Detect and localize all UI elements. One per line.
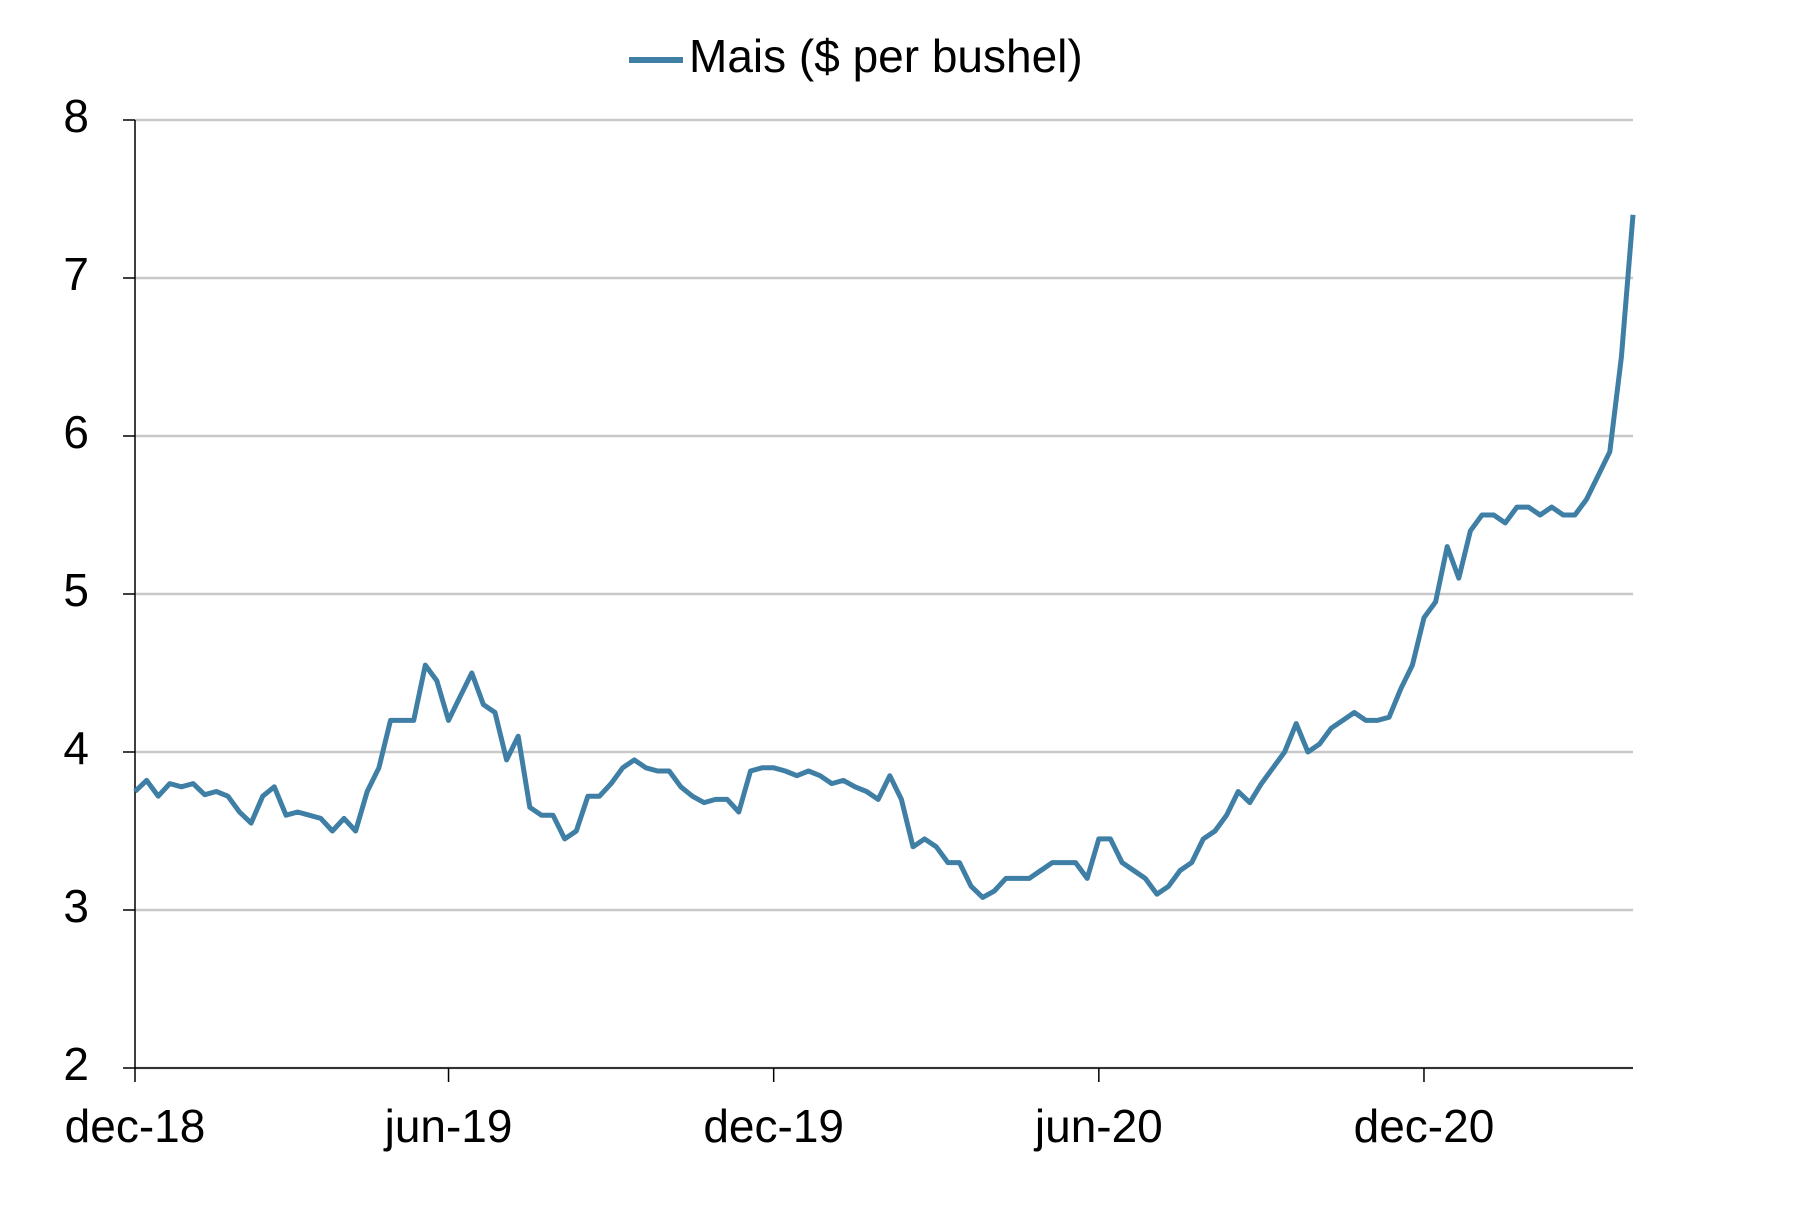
x-tick-label: jun-20 xyxy=(1033,1100,1163,1152)
y-tick-label: 5 xyxy=(63,564,89,616)
legend-label: Mais ($ per bushel) xyxy=(689,30,1083,82)
x-tick-label: dec-18 xyxy=(65,1100,206,1152)
x-tick-label: dec-20 xyxy=(1354,1100,1495,1152)
y-tick-label: 6 xyxy=(63,406,89,458)
y-tick-label: 4 xyxy=(63,722,89,774)
y-tick-label: 2 xyxy=(63,1038,89,1090)
y-tick-label: 8 xyxy=(63,90,89,142)
y-tick-label: 3 xyxy=(63,880,89,932)
series-line xyxy=(133,214,1636,900)
y-tick-label: 7 xyxy=(63,248,89,300)
x-tick-label: jun-19 xyxy=(383,1100,513,1152)
x-tick-label: dec-19 xyxy=(703,1100,844,1152)
